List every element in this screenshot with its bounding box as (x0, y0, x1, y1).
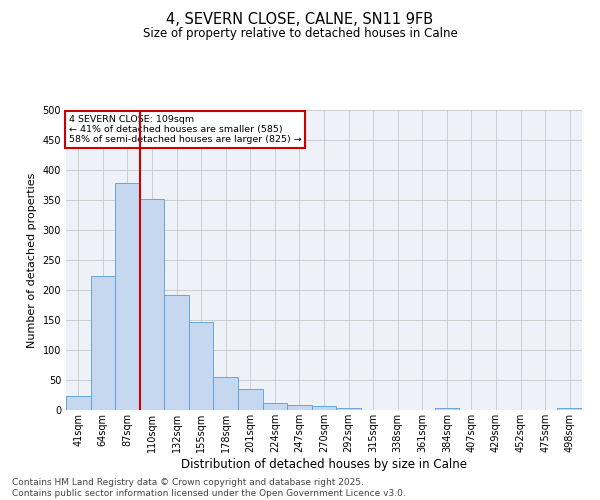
Bar (238, 389, 263, 410)
Bar (312, 406, 336, 410)
Bar (287, 404, 312, 410)
Bar (263, 403, 287, 410)
Bar (557, 408, 582, 410)
Y-axis label: Number of detached properties: Number of detached properties (27, 172, 37, 348)
Bar (115, 183, 140, 410)
Text: Contains HM Land Registry data © Crown copyright and database right 2025.
Contai: Contains HM Land Registry data © Crown c… (12, 478, 406, 498)
Text: Size of property relative to detached houses in Calne: Size of property relative to detached ho… (143, 28, 457, 40)
Text: 4 SEVERN CLOSE: 109sqm
← 41% of detached houses are smaller (585)
58% of semi-de: 4 SEVERN CLOSE: 109sqm ← 41% of detached… (68, 114, 301, 144)
Text: 4, SEVERN CLOSE, CALNE, SN11 9FB: 4, SEVERN CLOSE, CALNE, SN11 9FB (166, 12, 434, 28)
Bar (66, 396, 91, 410)
Bar (214, 377, 238, 410)
Bar (140, 199, 164, 410)
Bar (164, 295, 189, 410)
Bar (434, 408, 459, 410)
Bar (336, 408, 361, 410)
X-axis label: Distribution of detached houses by size in Calne: Distribution of detached houses by size … (181, 458, 467, 470)
Bar (91, 276, 115, 410)
Bar (189, 322, 214, 410)
